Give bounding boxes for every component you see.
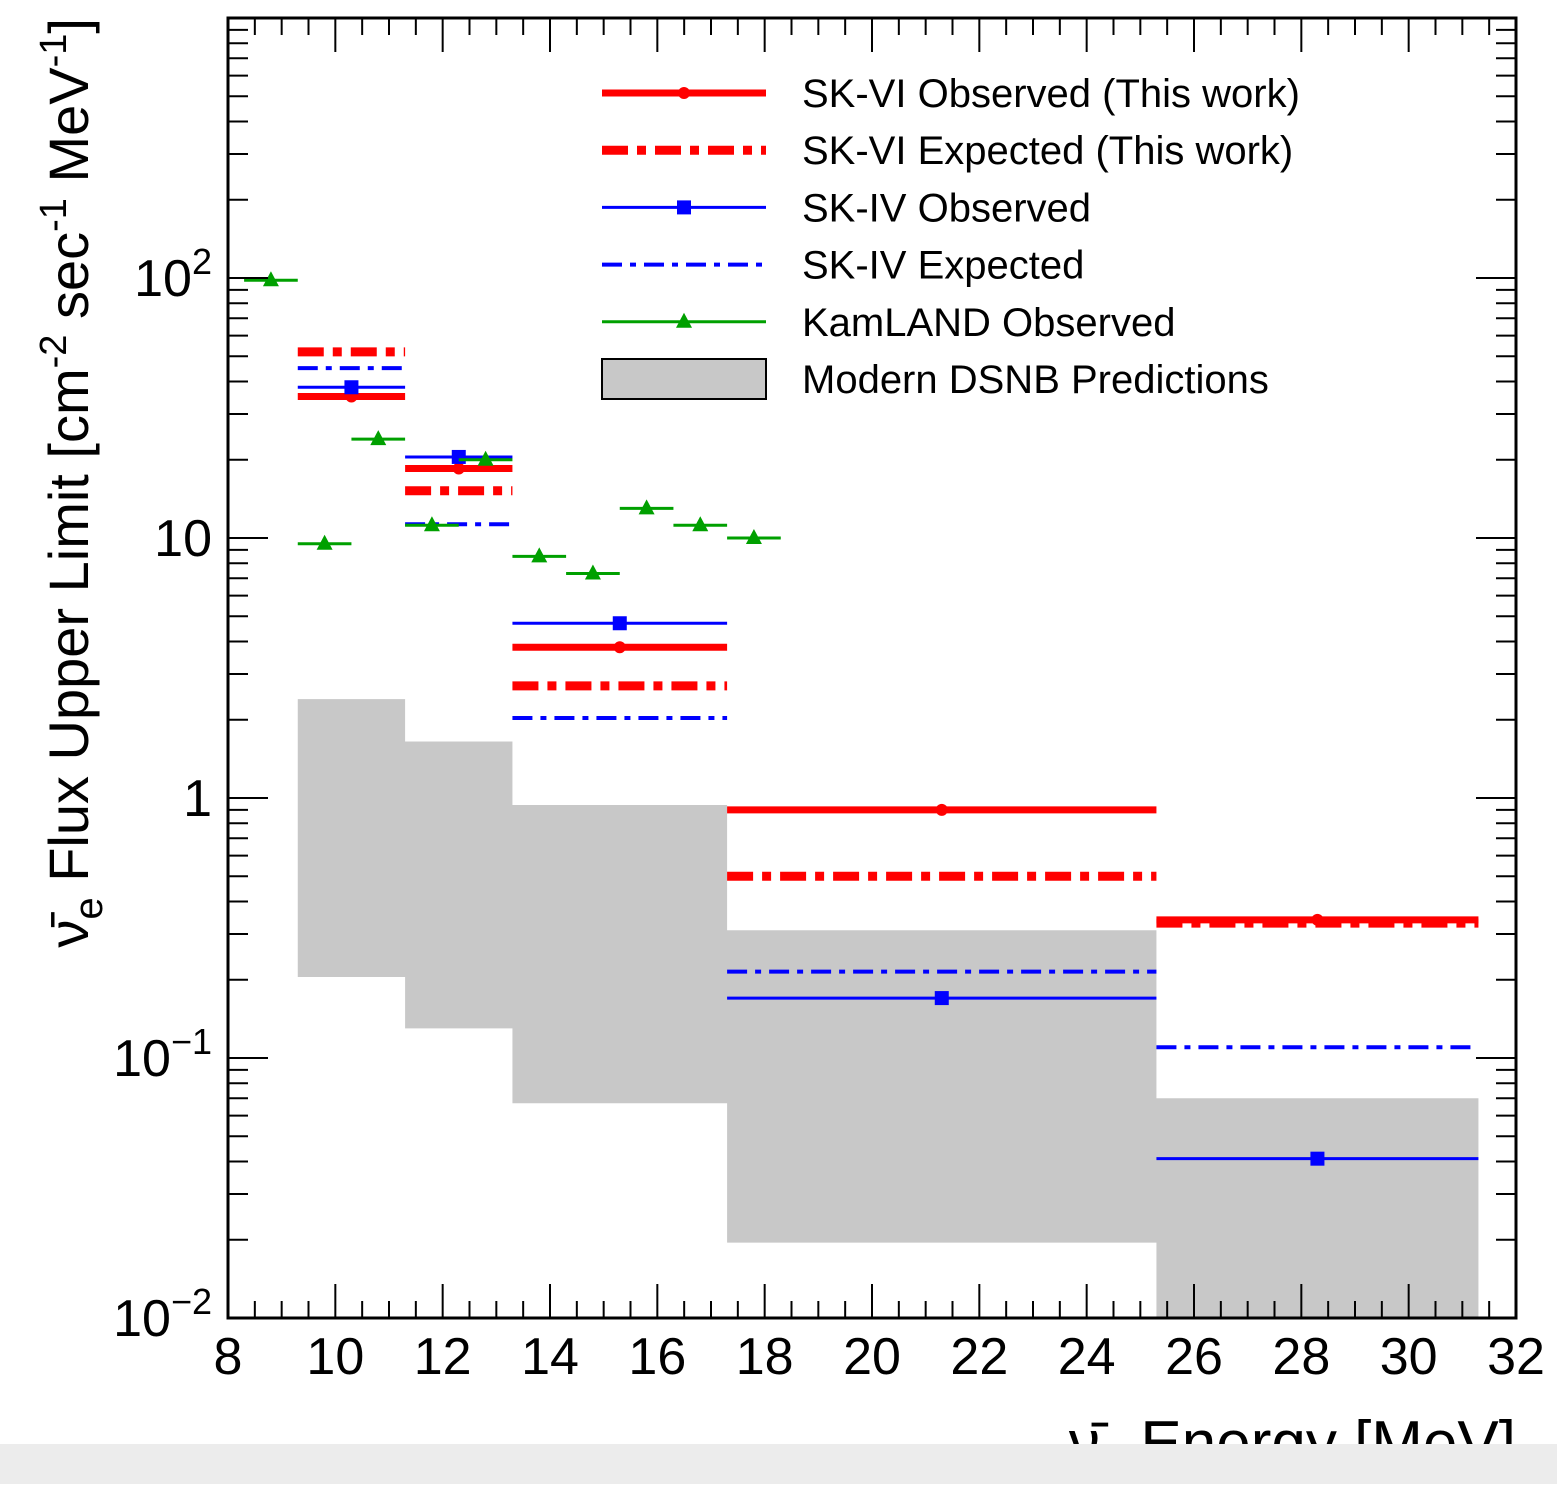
y-tick-label: 10−2 bbox=[113, 1281, 212, 1348]
y-tick-label: 10 bbox=[154, 510, 212, 568]
series-1 bbox=[297, 347, 1479, 928]
legend: SK-VI Observed (This work) SK-VI Expected… bbox=[601, 72, 1300, 402]
legend-label-3: SK-IV Expected bbox=[802, 244, 1084, 288]
series-2-marker-4 bbox=[1310, 1151, 1325, 1166]
x-tick-label: 28 bbox=[1272, 1328, 1330, 1386]
y-axis-label: ν̄e Flux Upper Limit [cm-2 sec-1 MeV-1] bbox=[33, 18, 111, 948]
legend-marker-0 bbox=[678, 87, 690, 99]
axis-ticks: 8 10 12 14 16 18 20 22 24 26 28 30 32 10−2 10−1 1 10 102 bbox=[113, 18, 1545, 1386]
series-4-marker-5 bbox=[531, 547, 548, 563]
legend-label-0: SK-VI Observed (This work) bbox=[802, 72, 1300, 116]
series-2-marker-2 bbox=[612, 616, 627, 631]
legend-label-4: KamLAND Observed bbox=[802, 301, 1175, 345]
series-4-marker-7 bbox=[638, 499, 655, 515]
series-4-marker-3 bbox=[423, 516, 440, 532]
series-0-marker-3 bbox=[935, 803, 948, 816]
legend-label-1: SK-VI Expected (This work) bbox=[802, 129, 1293, 173]
y-tick-label: 10−1 bbox=[113, 1021, 212, 1088]
series-layer bbox=[244, 271, 1479, 1166]
x-tick-label: 20 bbox=[843, 1328, 901, 1386]
series-2-marker-1 bbox=[451, 449, 466, 464]
x-tick-label: 24 bbox=[1058, 1328, 1116, 1386]
legend-marker-2 bbox=[677, 200, 691, 215]
legend-marker-4 bbox=[676, 312, 692, 328]
x-tick-label: 14 bbox=[521, 1328, 579, 1386]
legend-label-band: Modern DSNB Predictions bbox=[802, 358, 1269, 402]
y-tick-label: 102 bbox=[134, 241, 212, 308]
x-tick-label: 16 bbox=[628, 1328, 686, 1386]
bottom-strip bbox=[0, 1444, 1557, 1484]
series-4-marker-8 bbox=[692, 516, 709, 532]
series-4-marker-1 bbox=[316, 534, 333, 550]
series-4-marker-9 bbox=[745, 529, 762, 544]
x-tick-label: 30 bbox=[1380, 1328, 1438, 1386]
legend-band-swatch bbox=[601, 358, 767, 400]
x-tick-label: 22 bbox=[950, 1328, 1008, 1386]
series-0-marker-2 bbox=[613, 641, 626, 654]
y-tick-label: 1 bbox=[183, 770, 212, 828]
series-4-marker-2 bbox=[370, 430, 387, 446]
series-2 bbox=[297, 380, 1479, 1166]
x-tick-label: 12 bbox=[414, 1328, 472, 1386]
series-4 bbox=[244, 271, 781, 580]
dsnb-band-layer bbox=[297, 699, 1479, 1318]
series-4-marker-4 bbox=[477, 450, 494, 466]
series-0-marker-1 bbox=[452, 462, 465, 475]
x-tick-label: 26 bbox=[1165, 1328, 1223, 1386]
x-tick-label: 8 bbox=[214, 1328, 243, 1386]
series-4-marker-0 bbox=[262, 271, 279, 287]
series-2-marker-0 bbox=[344, 380, 359, 395]
series-4-marker-6 bbox=[584, 564, 601, 580]
dsnb-band bbox=[297, 699, 1479, 1318]
legend-label-2: SK-IV Observed bbox=[802, 186, 1091, 230]
x-tick-label: 32 bbox=[1487, 1328, 1545, 1386]
x-tick-label: 18 bbox=[736, 1328, 794, 1386]
series-2-marker-3 bbox=[934, 991, 949, 1006]
x-tick-label: 10 bbox=[306, 1328, 364, 1386]
